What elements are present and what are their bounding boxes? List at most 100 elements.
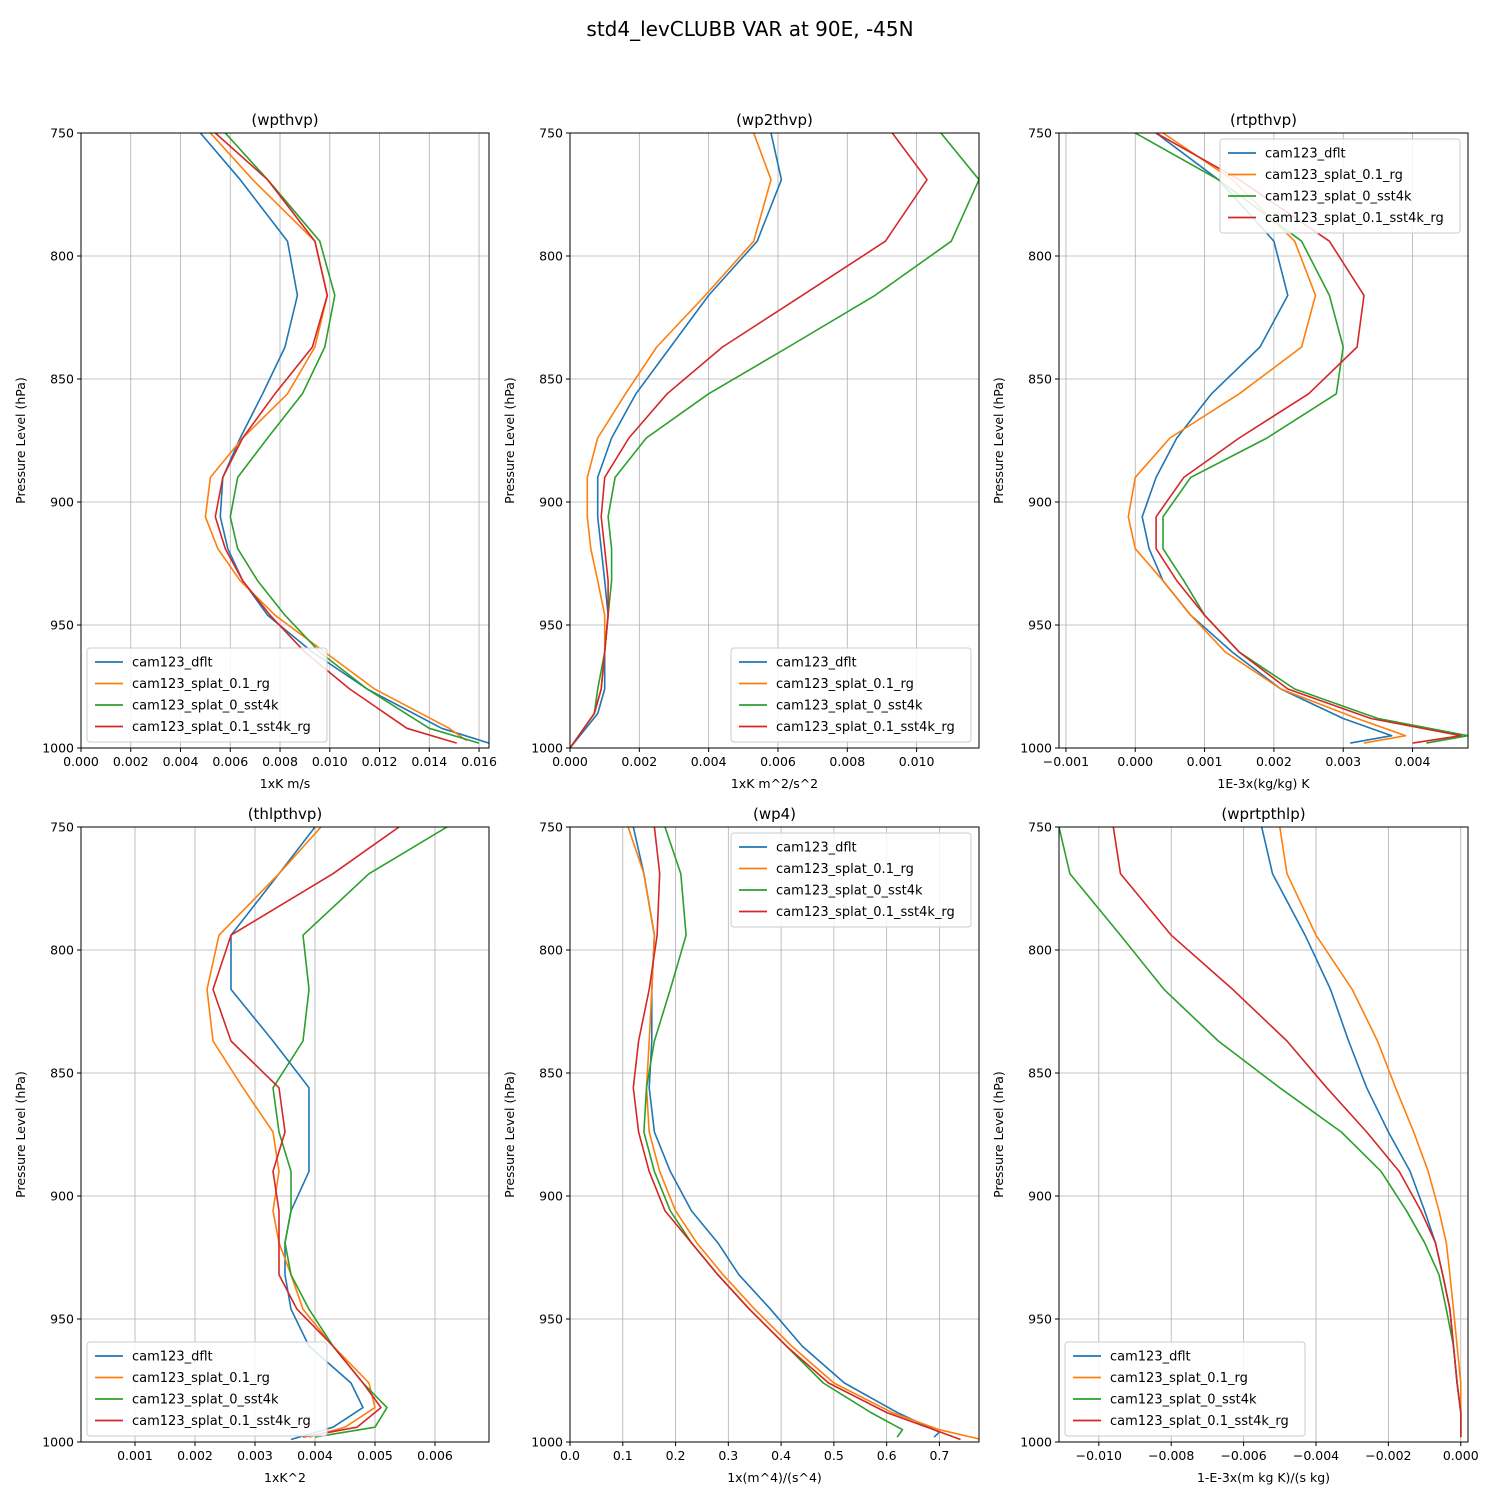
y-tick-label: 900 (539, 495, 563, 510)
y-tick-label: 850 (50, 372, 74, 387)
subplot-title: (thlpthvp) (248, 805, 323, 823)
x-axis-label: 1xK m/s (260, 776, 310, 791)
legend-entry: cam123_splat_0_sst4k (776, 699, 923, 714)
axes-frame (569, 132, 980, 749)
subplot-2: 0.000 0.002 0.004 0.006 0.008 0.010 750 800 850 9… (502, 111, 980, 791)
legend: cam123_dflt cam123_splat_0.1_rg cam123_spl… (1064, 1341, 1306, 1437)
y-tick-label: 950 (50, 618, 74, 633)
x-tick-label: 0.6 (877, 1448, 897, 1463)
x-axis-label: 1-E-3x(m kg K)/(s kg) (1197, 1470, 1330, 1485)
subplot-title: (wprtpthlp) (1221, 805, 1305, 823)
y-tick-label: 750 (1028, 820, 1052, 835)
y-tick-label: 800 (539, 943, 563, 958)
x-tick-label: 0.001 (1187, 754, 1223, 769)
legend-entry: cam123_splat_0.1_rg (132, 677, 270, 692)
series-line-cam123_splat_0_sst4k (272, 827, 448, 1438)
y-tick-label: 1000 (1020, 741, 1052, 756)
x-tick-label: 0.006 (212, 754, 248, 769)
x-tick-label: −0.008 (1148, 1448, 1194, 1463)
legend-entry: cam123_dflt (132, 656, 213, 671)
x-axis-label: 1xK^2 (264, 1470, 306, 1485)
series-line-cam123_splat_0_sst4k (1134, 133, 1468, 744)
x-tick-label: −0.006 (1220, 1448, 1266, 1463)
legend-box (1219, 138, 1461, 234)
x-tick-label: 0.000 (552, 754, 588, 769)
x-tick-label: 0.2 (666, 1448, 686, 1463)
x-tick-label: 0.0 (560, 1448, 580, 1463)
x-tick-label: 0.5 (824, 1448, 844, 1463)
series-line-cam123_splat_0.1_rg (1279, 827, 1462, 1438)
x-tick-label: 0.008 (262, 754, 298, 769)
legend-entry: cam123_splat_0_sst4k (776, 884, 923, 899)
x-tick-label: 0.012 (362, 754, 398, 769)
x-tick-label: 0.002 (621, 754, 657, 769)
subplot-title: (wp2thvp) (736, 111, 813, 129)
axes-frame (569, 826, 980, 1443)
series-line-cam123_splat_0.1_sst4k_rg (1155, 133, 1462, 744)
y-tick-label: 750 (50, 126, 74, 141)
y-tick-label: 950 (539, 1312, 563, 1327)
x-tick-label: 0.014 (411, 754, 447, 769)
y-tick-label: 750 (1028, 126, 1052, 141)
axes-frame (1058, 132, 1469, 749)
x-axis-label: 1x(m^4)/(s^4) (727, 1470, 822, 1485)
y-tick-label: 800 (1028, 943, 1052, 958)
x-tick-label: 0.1 (613, 1448, 633, 1463)
series-line-cam123_splat_0.1_rg (1127, 133, 1407, 744)
subplot-1: 0.000 0.002 0.004 0.006 0.008 0.010 0.012 0.014… (13, 111, 497, 791)
series-line-cam123_splat_0.1_sst4k_rg (632, 827, 961, 1441)
y-tick-label: 900 (1028, 1189, 1052, 1204)
legend-entry: cam123_splat_0.1_rg (132, 1371, 270, 1386)
x-tick-label: 0.000 (1117, 754, 1153, 769)
legend-entry: cam123_dflt (776, 841, 857, 856)
x-tick-label: 0.001 (117, 1448, 153, 1463)
y-tick-label: 900 (1028, 495, 1052, 510)
y-tick-label: 850 (539, 372, 563, 387)
subplot-title: (wp4) (753, 805, 796, 823)
y-tick-label: 750 (539, 820, 563, 835)
y-axis-label: Pressure Level (hPa) (13, 1071, 28, 1198)
x-tick-label: 0.003 (1325, 754, 1361, 769)
y-tick-label: 750 (539, 126, 563, 141)
x-axis-label: 1E-3x(kg/kg) K (1217, 776, 1310, 791)
x-tick-label: 0.003 (237, 1448, 273, 1463)
legend-entry: cam123_dflt (1110, 1350, 1191, 1365)
y-tick-label: 1000 (1020, 1435, 1052, 1450)
legend-box (730, 647, 972, 743)
x-tick-label: 0.005 (357, 1448, 393, 1463)
legend-entry: cam123_dflt (1265, 147, 1346, 162)
legend-entry: cam123_splat_0.1_rg (776, 677, 914, 692)
y-tick-label: 950 (1028, 1312, 1052, 1327)
legend-entry: cam123_splat_0.1_sst4k_rg (132, 1414, 311, 1429)
y-axis-label: Pressure Level (hPa) (991, 377, 1006, 504)
series-line-cam123_dflt (1141, 133, 1393, 744)
subplot-grid: 0.000 0.002 0.004 0.006 0.008 0.010 0.012 0.014… (13, 111, 1479, 1485)
series-line-cam123_splat_0_sst4k (224, 133, 480, 744)
y-tick-label: 950 (1028, 618, 1052, 633)
legend-entry: cam123_dflt (132, 1350, 213, 1365)
legend-entry: cam123_dflt (776, 656, 857, 671)
y-tick-label: 800 (50, 943, 74, 958)
legend-entry: cam123_splat_0_sst4k (1265, 190, 1412, 205)
subplot-title: (wpthvp) (251, 111, 318, 129)
y-axis-label: Pressure Level (hPa) (502, 1071, 517, 1198)
y-tick-label: 1000 (531, 1435, 563, 1450)
y-tick-label: 1000 (42, 741, 74, 756)
legend-entry: cam123_splat_0.1_sst4k_rg (132, 720, 311, 735)
legend-entry: cam123_splat_0.1_sst4k_rg (1110, 1414, 1289, 1429)
x-tick-label: 0.002 (177, 1448, 213, 1463)
x-tick-label: 0.008 (829, 754, 865, 769)
subplot-3: −0.001 0.000 0.001 0.002 0.003 0.004 750 800 850… (991, 111, 1469, 791)
legend-entry: cam123_splat_0.1_rg (776, 862, 914, 877)
subplot-5: 0.0 0.1 0.2 0.3 0.4 0.5 0.6 0.7 750 800 850 900 950 1… (502, 805, 980, 1485)
legend-entry: cam123_splat_0_sst4k (132, 1393, 279, 1408)
y-tick-label: 850 (1028, 1066, 1052, 1081)
legend: cam123_dflt cam123_splat_0.1_rg cam123_spl… (86, 1341, 328, 1437)
y-axis-label: Pressure Level (hPa) (991, 1071, 1006, 1198)
y-tick-label: 850 (1028, 372, 1052, 387)
y-tick-label: 800 (50, 249, 74, 264)
x-tick-label: 0.000 (63, 754, 99, 769)
y-tick-label: 850 (539, 1066, 563, 1081)
y-tick-label: 950 (50, 1312, 74, 1327)
